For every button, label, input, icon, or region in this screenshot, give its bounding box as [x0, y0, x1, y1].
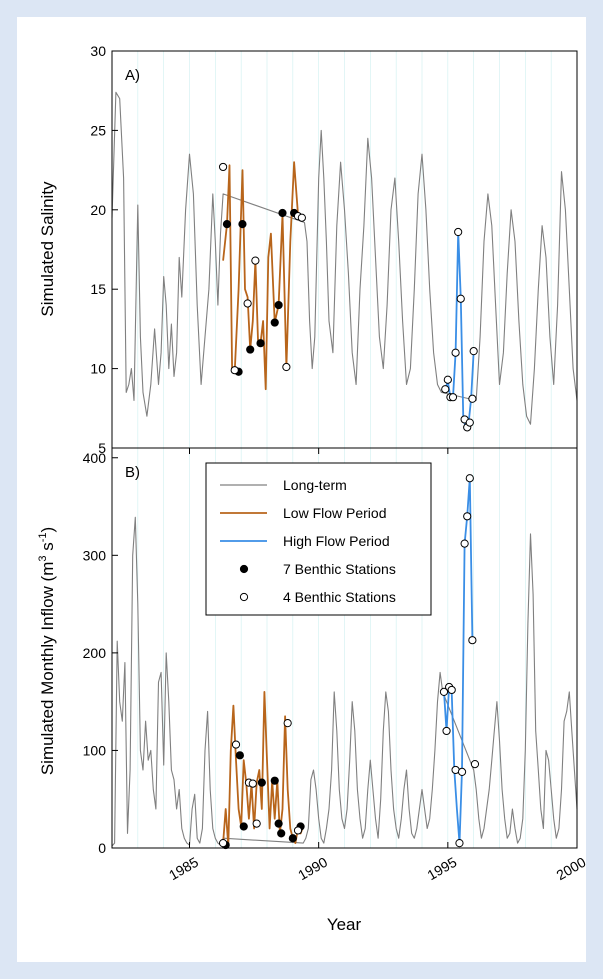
panel-a-y-tick-label: 30 [90, 43, 106, 59]
panel-b-point-4-stations [447, 685, 456, 695]
panel-b-plot [111, 474, 578, 850]
panel-a-plot [111, 91, 578, 432]
panel-b-y-tick-label: 200 [83, 645, 107, 661]
panel-a-y-tick-label: 25 [90, 122, 106, 138]
panel-a-y-tick-label: 20 [90, 202, 106, 218]
panel-a-point-4-stations [456, 294, 465, 303]
panel-b-point-4-stations [457, 767, 467, 777]
panel-a-y-ticks: 5 10 15 20 25 30 [90, 43, 118, 456]
x-tick-label: 1995 [424, 854, 459, 884]
panel-b-annotation: B) [125, 464, 140, 481]
panel-a-point-4-stations [441, 385, 450, 394]
panel-b-point-7-stations [288, 834, 297, 843]
panel-b-series-line [222, 691, 305, 847]
panel-a-point-4-stations [465, 418, 474, 427]
panel-a-point-4-stations [297, 213, 306, 222]
figure-frame: 5 10 15 20 25 30 0 100 200 300 400 1985 1990 1995 20… [17, 17, 589, 962]
panel-a-annotation: A) [125, 67, 140, 84]
figure-svg: 5 10 15 20 25 30 0 100 200 300 400 1985 1990 1995 20… [37, 43, 589, 934]
panel-a-y-axis-label: Simulated Salinity [38, 181, 57, 317]
panel-a-point-4-stations [469, 347, 478, 356]
panel-a-point-4-stations [468, 394, 477, 403]
panel-b-point-7-stations [235, 751, 244, 760]
panel-b-point-4-stations [442, 726, 451, 736]
panel-a-point-4-stations [230, 366, 239, 375]
panel-a-point-4-stations [454, 227, 463, 237]
panel-b-y-ticks: 0 100 200 300 400 [83, 450, 118, 856]
panel-b-point-4-stations [252, 819, 261, 828]
panel-b-point-4-stations [218, 839, 228, 848]
panel-a-grid [111, 51, 578, 448]
panel-a-point-4-stations [251, 256, 260, 265]
panel-a-point-4-stations [243, 299, 252, 308]
panel-b-point-4-stations [293, 826, 303, 835]
panel-b-y-tick-label: 0 [98, 840, 106, 856]
panel-a-point-7-stations [256, 339, 265, 348]
x-tick-label: 1990 [295, 854, 330, 884]
panel-a-series-line [222, 161, 303, 391]
panel-b-point-7-stations [274, 819, 283, 828]
panel-a-series-line [111, 91, 578, 425]
panel-a-point-7-stations [238, 219, 247, 229]
panel-b-series-line [443, 477, 474, 844]
panel-b-point-7-stations [257, 778, 266, 787]
panel-a-point-4-stations [448, 393, 458, 402]
panel-b-y-tick-label: 300 [83, 547, 107, 563]
panel-a-y-tick-label: 10 [90, 361, 106, 377]
panel-b-frame [111, 447, 578, 849]
x-tick-label: 1985 [166, 854, 201, 884]
panel-b-point-7-stations [277, 829, 286, 838]
panel-a-point-7-stations [278, 208, 287, 218]
legend-swatch-marker [239, 564, 249, 574]
legend-label: 7 Benthic Stations [283, 561, 396, 577]
x-tick-label: 2000 [554, 854, 586, 884]
panel-b-point-4-stations [470, 759, 480, 769]
legend-box [205, 462, 432, 616]
panel-a-y-tick-label: 5 [98, 440, 106, 456]
legend: Long-term Low Flow Period High Flow Period… [205, 462, 432, 616]
panel-b-point-4-stations [460, 539, 469, 548]
legend-label: Low Flow Period [283, 505, 387, 521]
legend-swatch-marker [239, 592, 249, 602]
panel-a-point-7-stations [270, 318, 279, 327]
panel-b-y-axis-label: Simulated Monthly Inflow (m3 s-1) [37, 527, 57, 775]
panel-a-point-4-stations [218, 162, 228, 172]
panel-a-point-7-stations [246, 345, 255, 354]
panel-a-point-7-stations [222, 219, 232, 229]
panel-b-point-4-stations [468, 636, 477, 645]
panel-b-point-4-stations [465, 474, 474, 483]
panel-b-point-4-stations [231, 740, 241, 749]
legend-label: 4 Benthic Stations [283, 589, 396, 605]
panel-b-point-4-stations [455, 839, 464, 848]
panel-a-point-4-stations [451, 348, 460, 357]
panel-b-point-7-stations [270, 776, 279, 785]
x-axis-label: Year [327, 915, 362, 934]
panel-b-point-4-stations [463, 512, 472, 521]
panel-a-point-7-stations [274, 300, 283, 310]
panel-a-point-4-stations [282, 362, 291, 372]
legend-label: Long-term [283, 477, 347, 493]
panel-b-series-line [111, 516, 578, 847]
panel-b-y-tick-label: 100 [83, 742, 107, 758]
panel-b-point-7-stations [239, 822, 248, 831]
legend-label: High Flow Period [283, 533, 390, 549]
panel-b-point-4-stations [248, 779, 257, 788]
panel-a-point-4-stations [443, 375, 452, 384]
panel-b-point-4-stations [283, 719, 292, 728]
panel-a-y-tick-label: 15 [90, 281, 106, 297]
panel-b-point-4-stations [439, 687, 449, 697]
panel-b-y-tick-label: 400 [83, 450, 107, 466]
